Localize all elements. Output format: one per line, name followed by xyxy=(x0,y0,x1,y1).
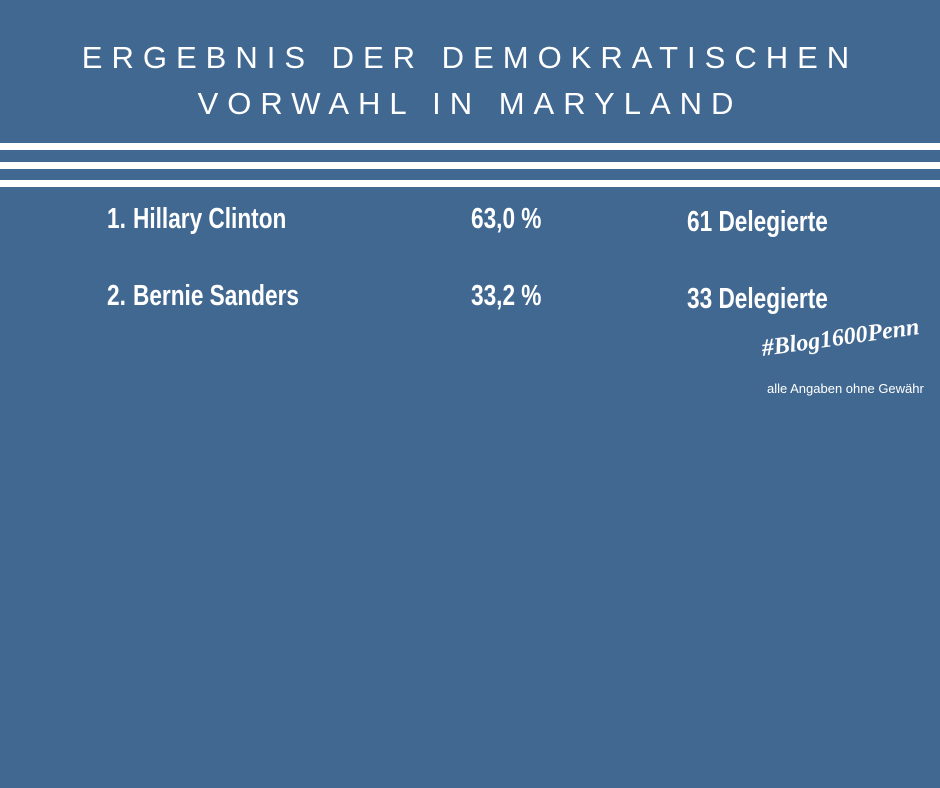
stripe xyxy=(0,180,940,187)
percent: 33,2 % xyxy=(471,280,542,312)
rank: 1. xyxy=(107,203,126,235)
rank: 2. xyxy=(107,280,126,312)
delegates: 61 Delegierte xyxy=(687,206,828,238)
candidate-name: Bernie Sanders xyxy=(133,280,299,312)
disclaimer: alle Angaben ohne Gewähr xyxy=(767,381,924,396)
percent: 63,0 % xyxy=(471,203,542,235)
candidate-name: Hillary Clinton xyxy=(133,203,287,235)
hashtag: #Blog1600Penn xyxy=(760,314,921,362)
stripe xyxy=(0,162,940,169)
stripe xyxy=(0,143,940,150)
title-line: VORWAHL IN MARYLAND xyxy=(197,86,743,121)
delegates: 33 Delegierte xyxy=(687,283,828,315)
title-line: ERGEBNIS DER DEMOKRATISCHEN xyxy=(81,40,859,75)
